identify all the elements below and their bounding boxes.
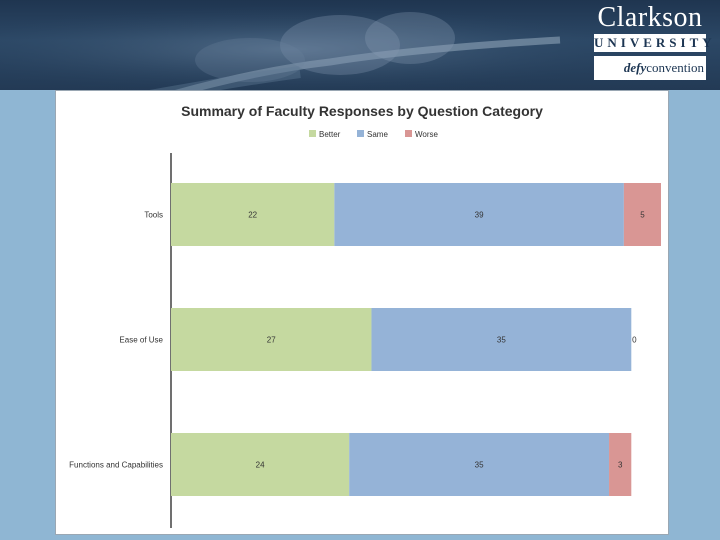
logo-wordmark: Clarkson (597, 2, 703, 33)
data-label-ease-of-use-better: 27 (267, 336, 276, 345)
data-label-functions-and-capabilities-same: 35 (475, 461, 484, 470)
logo-tagline-emphasis: defy (623, 60, 647, 75)
category-label-ease-of-use: Ease of Use (119, 336, 163, 345)
legend-label-worse: Worse (415, 130, 439, 139)
bar-functions-and-capabilities-same (349, 433, 610, 496)
data-label-ease-of-use-worse: 0 (632, 336, 637, 345)
chart-panel: Summary of Faculty Responses by Question… (55, 90, 669, 535)
category-label-functions-and-capabilities: Functions and Capabilities (69, 461, 163, 470)
category-label-tools: Tools (144, 211, 163, 220)
legend-swatch-better (309, 130, 316, 137)
bar-functions-and-capabilities-better (171, 433, 350, 496)
bar-ease-of-use-same (371, 308, 632, 371)
bar-tools-worse (623, 183, 661, 246)
data-label-ease-of-use-same: 35 (497, 336, 506, 345)
plot-area: Tools 22 39 5 Ease of Use 27 35 0 Functions and … (69, 183, 661, 496)
legend-item-worse: Worse (405, 130, 439, 139)
bar-ease-of-use-better (171, 308, 372, 371)
bar-functions-and-capabilities-worse (609, 433, 632, 496)
legend-label-same: Same (367, 130, 388, 139)
data-label-tools-better: 22 (248, 211, 257, 220)
legend-label-better: Better (319, 130, 341, 139)
bar-tools-better (171, 183, 335, 246)
bar-tools-same (334, 183, 624, 246)
university-logo: Clarkson UNIVERSITY defyconvention (588, 2, 712, 80)
logo-tagline-rest: convention (646, 60, 704, 75)
header-banner: Clarkson UNIVERSITY defyconvention (0, 0, 720, 90)
legend-item-better: Better (309, 130, 341, 139)
data-label-tools-worse: 5 (640, 211, 645, 220)
data-label-tools-same: 39 (475, 211, 484, 220)
legend-swatch-same (357, 130, 364, 137)
chart-legend: Better Same Worse (309, 130, 439, 139)
data-label-functions-and-capabilities-better: 24 (256, 461, 265, 470)
logo-tagline: defyconvention (594, 56, 706, 80)
logo-subtitle: UNIVERSITY (594, 34, 716, 52)
legend-swatch-worse (405, 130, 412, 137)
stacked-bar-chart: Summary of Faculty Responses by Question… (69, 103, 661, 528)
legend-item-same: Same (357, 130, 388, 139)
chart-title: Summary of Faculty Responses by Question… (181, 103, 543, 119)
data-label-functions-and-capabilities-worse: 3 (618, 461, 623, 470)
